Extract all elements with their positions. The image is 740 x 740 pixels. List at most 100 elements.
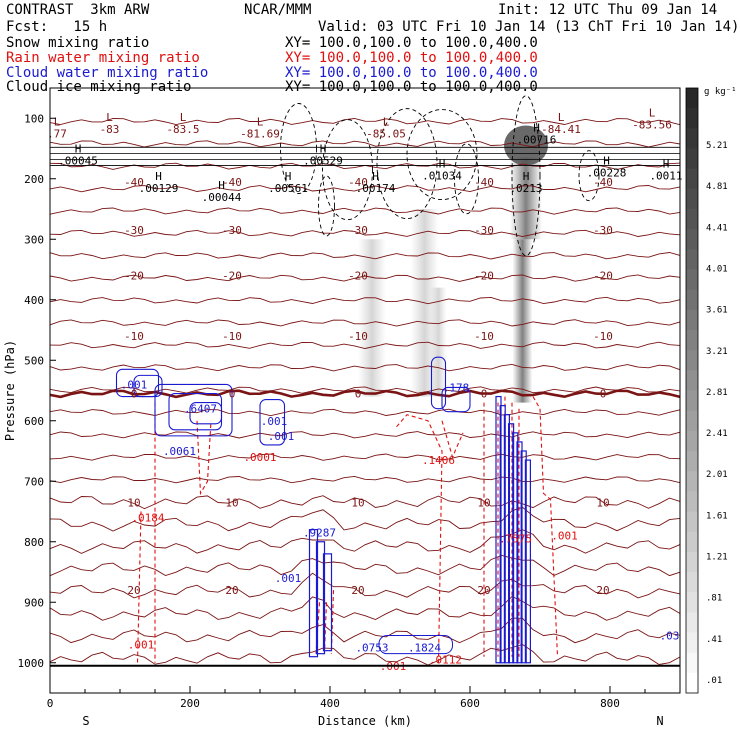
cloud-water-column [512, 432, 519, 664]
temperature-label: 0 [481, 388, 488, 401]
colorbar-label: 3.21 [706, 347, 728, 357]
high-marker: H [372, 170, 379, 183]
temperature-label: -40 [348, 176, 368, 189]
x-tick-label: 600 [460, 697, 480, 710]
cloud-ice-contours [50, 95, 680, 257]
snow-plume-weak [430, 287, 447, 397]
colorbar-label: .41 [706, 635, 722, 645]
rain-water-label: .7575 [499, 533, 532, 546]
temperature-label: 10 [351, 496, 364, 509]
temperature-label: -30 [222, 224, 242, 237]
high-marker: H [320, 143, 327, 156]
temperature-label: -20 [348, 270, 368, 283]
temperature-contour [49, 363, 681, 372]
colorbar-swatch [686, 592, 698, 613]
high-marker: H [523, 170, 530, 183]
low-marker: L [383, 115, 390, 128]
colorbar-label: 4.81 [706, 182, 728, 192]
colorbar-label: 2.41 [706, 429, 728, 439]
low-marker: L [54, 115, 61, 128]
colorbar-swatch [686, 491, 698, 512]
colorbar-swatch [686, 209, 698, 230]
cloud-ice-contour [376, 108, 438, 220]
cloud-ice-low-label: -84.41 [541, 123, 581, 136]
colorbar-swatch [686, 249, 698, 270]
high-marker: H [218, 179, 225, 192]
cloud-water-column [322, 553, 333, 652]
cloud-water-label: .1824 [408, 642, 441, 655]
temperature-label: 0 [355, 388, 362, 401]
colorbar-swatch [686, 370, 698, 391]
rain-water-contour [136, 511, 142, 663]
colorbar-label: 4.01 [706, 264, 728, 274]
colorbar-swatch [686, 168, 698, 190]
temperature-contour [49, 296, 681, 305]
contour-labels: -40 -40 -40 -40 -40 -30 -30 -30 -30 -30 -20 -20 -20 -… [47, 106, 683, 672]
colorbar-label: 1.61 [706, 511, 728, 521]
y-tick-label: 1000 [18, 657, 45, 670]
temperature-label: 0 [131, 388, 138, 401]
cloud-water-column [524, 459, 532, 664]
colorbar-swatch [686, 188, 698, 210]
temperature-contour [49, 207, 681, 215]
cloud-ice-contour [406, 109, 478, 201]
colorbar-swatch [686, 88, 698, 109]
cloud-ice-low-label: -83.5 [166, 123, 199, 136]
cloud-water-column [315, 541, 326, 655]
cloud-ice-high-label: .00045 [58, 155, 98, 168]
cloud-water-column [503, 414, 510, 664]
cloud-water-label: .001 [121, 378, 148, 391]
temperature-label: -10 [593, 330, 613, 343]
rain-water-label: .0184 [131, 512, 164, 525]
temperature-label: -30 [348, 224, 368, 237]
high-marker: H [439, 158, 446, 171]
y-tick-label: 700 [24, 475, 44, 488]
colorbar-unit: g kg⁻¹ [704, 87, 737, 97]
cloud-ice-contour [280, 103, 317, 194]
cloud-water-contours [115, 356, 532, 664]
cloud-ice-high-label: .0213 [509, 182, 542, 195]
temperature-label: -20 [593, 270, 613, 283]
colorbar-swatch [686, 430, 698, 452]
temperature-label: -40 [124, 176, 144, 189]
rain-water-contour [196, 420, 212, 496]
temperature-contour [49, 252, 681, 260]
rain-water-contours [136, 396, 559, 663]
cloud-ice-high-label: .00529 [303, 155, 343, 168]
colorbar-label: 1.21 [706, 553, 728, 563]
temperature-contour [49, 431, 681, 439]
colorbar-swatch [686, 612, 698, 633]
cloud-water-column [495, 395, 502, 664]
x-tick-label: 400 [320, 697, 340, 710]
model-title: CONTRAST 3km ARW [6, 2, 150, 18]
cloud-water-label: .6407 [184, 403, 217, 416]
cloud-ice-low-label: -85.05 [366, 127, 406, 140]
cloud-water-label: .03 [660, 630, 680, 643]
north-label: N [656, 714, 663, 728]
snow-plume-weak [358, 239, 386, 397]
temperature-label: 20 [225, 584, 238, 597]
rain-water-label: .001 [128, 639, 155, 652]
temperature-label: -30 [474, 224, 494, 237]
x-tick-label: 0 [47, 697, 54, 710]
colorbar-swatch [686, 652, 698, 674]
cloud-ice-low-label: .77 [47, 127, 67, 140]
temperature-label: 20 [596, 584, 609, 597]
temperature-label: 10 [127, 496, 140, 509]
x-axis-label: Distance (km) [318, 714, 412, 728]
cloud-ice-contour [318, 175, 335, 237]
colorbar-label: 2.81 [706, 388, 728, 398]
colorbar-swatch [686, 128, 698, 149]
colorbar-swatch [686, 410, 698, 432]
temperature-contour [49, 595, 681, 621]
rain-water-label: .0112 [429, 654, 462, 667]
temperature-label: -20 [474, 270, 494, 283]
colorbar-swatch [686, 531, 698, 553]
cloud-water-column [499, 405, 506, 664]
cloud-ice-high-label: .00716 [517, 133, 557, 146]
cloud-water-contour [259, 399, 286, 446]
y-tick-label: 300 [24, 233, 44, 246]
cloud-water-column [516, 441, 523, 664]
rain-water-contour [396, 414, 443, 663]
